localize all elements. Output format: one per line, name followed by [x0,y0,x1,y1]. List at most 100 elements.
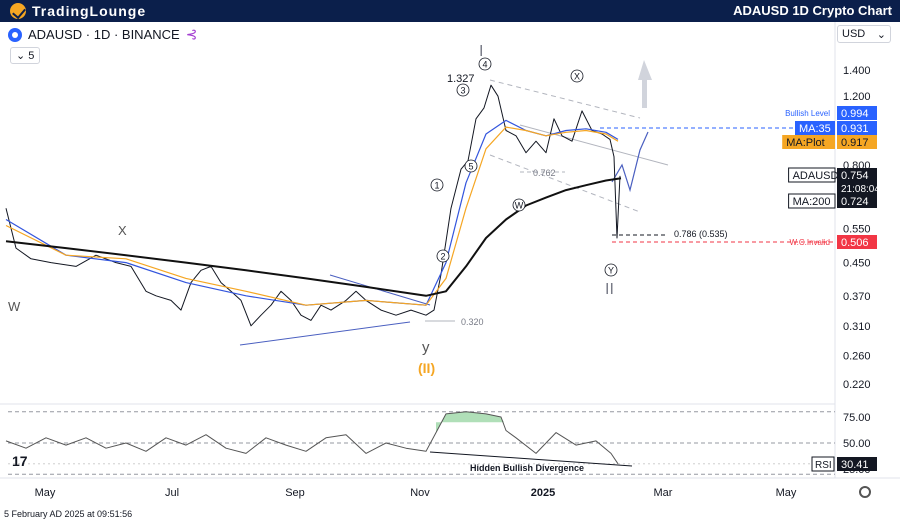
wave-circle-3: 3 [456,83,470,97]
divergence-line [429,451,633,467]
cardano-icon [8,27,22,42]
wave-circle-4: 4 [478,57,492,71]
price-chart[interactable]: 1.4001.2001.0000.8000.6500.5500.4500.370… [0,22,900,522]
series-ma-200 [5,177,622,297]
price-tick-label: 1.200 [843,91,871,103]
wave-circle-label: Y [608,266,614,276]
price-tag-label-box [782,135,835,149]
gear-icon[interactable] [859,486,871,498]
price-tag-bullish-level: 0.994 Bullish Level [785,106,877,120]
time-tick-label: May [776,487,797,499]
time-tick-label: Jul [165,487,179,499]
chart-background [0,22,900,522]
price-tag-label: Bullish Level [785,109,830,118]
brand-logo-icon [10,3,26,19]
target-arrow-icon [638,60,652,108]
price-tag-value-box [837,235,877,249]
price-tag-value: 0.724 [841,196,869,208]
series-rsi [5,411,619,465]
compare-icon[interactable]: ⊰ [185,26,198,42]
price-tick-label: 0.550 [843,224,871,236]
wave-label-6: I [479,43,483,60]
wave-annotations [239,60,835,346]
symbol-row[interactable]: ADAUSD · 1D · BINANCE ⊰ [8,26,197,43]
price-tag-label: W.C.Invalid [790,238,830,247]
legend-toggle[interactable]: ⌄ 5 [10,47,41,64]
price-tick-label: 0.310 [843,321,871,333]
wave-circle-label: 5 [468,162,473,172]
brand-logo: TradingLounge [10,2,146,20]
channel-mid-line [519,124,669,166]
chart-title: ADAUSD 1D Crypto Chart [733,3,892,18]
header-bar: TradingLounge ADAUSD 1D Crypto Chart [0,0,900,22]
wave-label-3: 0.320 [461,317,484,327]
wave-label-0: 1.327 [447,73,475,85]
time-tick-label: Nov [410,487,430,499]
wave-circle-label: 2 [440,252,445,262]
chevron-down-icon: ⌄ [876,28,886,41]
rsi-value-box [837,457,877,471]
price-tag-label: MA:Plot [786,137,825,149]
legend-count: 5 [28,50,35,62]
price-tag-label-box [795,121,835,135]
rsi-label: RSI [815,460,832,471]
price-tag-value: 0.994 [841,108,869,120]
wave-circle-5: 5 [464,159,478,173]
wave-label-8: y [422,339,430,356]
price-tick-label: 0.260 [843,351,871,363]
brand-name: TradingLounge [32,3,147,19]
wave-circle-shape [456,83,470,97]
divergence-label: Hidden Bullish Divergence [470,463,584,473]
price-tag-value-box [837,106,877,120]
wave-circle-shape [464,159,478,173]
projection-path [611,131,649,193]
time-tick-label: Mar [654,487,673,499]
wave-circle-shape [478,57,492,71]
series-ma-plot [5,126,619,306]
currency-value: USD [842,28,866,40]
wave-circle-label: 3 [460,86,465,96]
legend-collapse-icon: ⌄ [16,50,29,62]
wave-label-9: (II) [418,360,435,376]
wave-circle-label: 4 [482,60,487,70]
price-tag-ma-35: 0.931 MA:35 [795,121,877,135]
price-tag-label-box [788,193,836,209]
currency-select[interactable]: USD ⌄ [837,25,891,43]
wave-circle-1: 1 [430,178,444,192]
price-tag-value-box [837,168,877,182]
wave-circle-shape [436,249,450,263]
wave-circle-label: X [574,72,580,82]
series-ma-35 [5,119,619,306]
price-tick-label: 1.400 [843,65,871,77]
triangle-lower-line [239,321,411,346]
series-adausd [5,84,621,327]
symbol-label[interactable]: ADAUSD · 1D · BINANCE [28,27,180,42]
wave-circle-shape [430,178,444,192]
price-tick-label: 0.450 [843,258,871,270]
time-tick-label: 2025 [531,487,555,499]
rsi-label-box [811,456,835,472]
price-tag-ma-plot: 0.917 MA:Plot [782,135,877,149]
rsi-overbought-fill [436,411,504,433]
price-tag-value: 0.754 [841,170,869,182]
wave-label-7: II [605,281,614,298]
price-tick-label: 0.370 [843,291,871,303]
time-tick-label: Sep [285,487,305,499]
time-axis: May Jul Sep Nov 2025 Mar May [35,487,797,499]
price-tag-label: MA:35 [799,123,831,135]
wave-circle-6: W [512,198,526,212]
price-tag-value: 0.931 [841,123,869,135]
channel-upper-line [489,79,641,119]
price-tag-label: ADAUSD [793,170,839,182]
wave-label-4: W [8,299,21,314]
wave-label-1: 0.762 [533,168,556,178]
wave-circle-shape [570,69,584,83]
price-tag-value: 0.506 [841,237,869,249]
wave-label-2: 0.786 (0.535) [674,229,728,239]
triangle-upper-line [329,274,431,306]
rsi-value-tag: RSI 30.41 [811,456,877,472]
price-tag-countdown-box [837,182,877,195]
price-tag-value-box [837,194,877,208]
footer-date: 5 February AD 2025 at 09:51:56 [4,509,133,519]
